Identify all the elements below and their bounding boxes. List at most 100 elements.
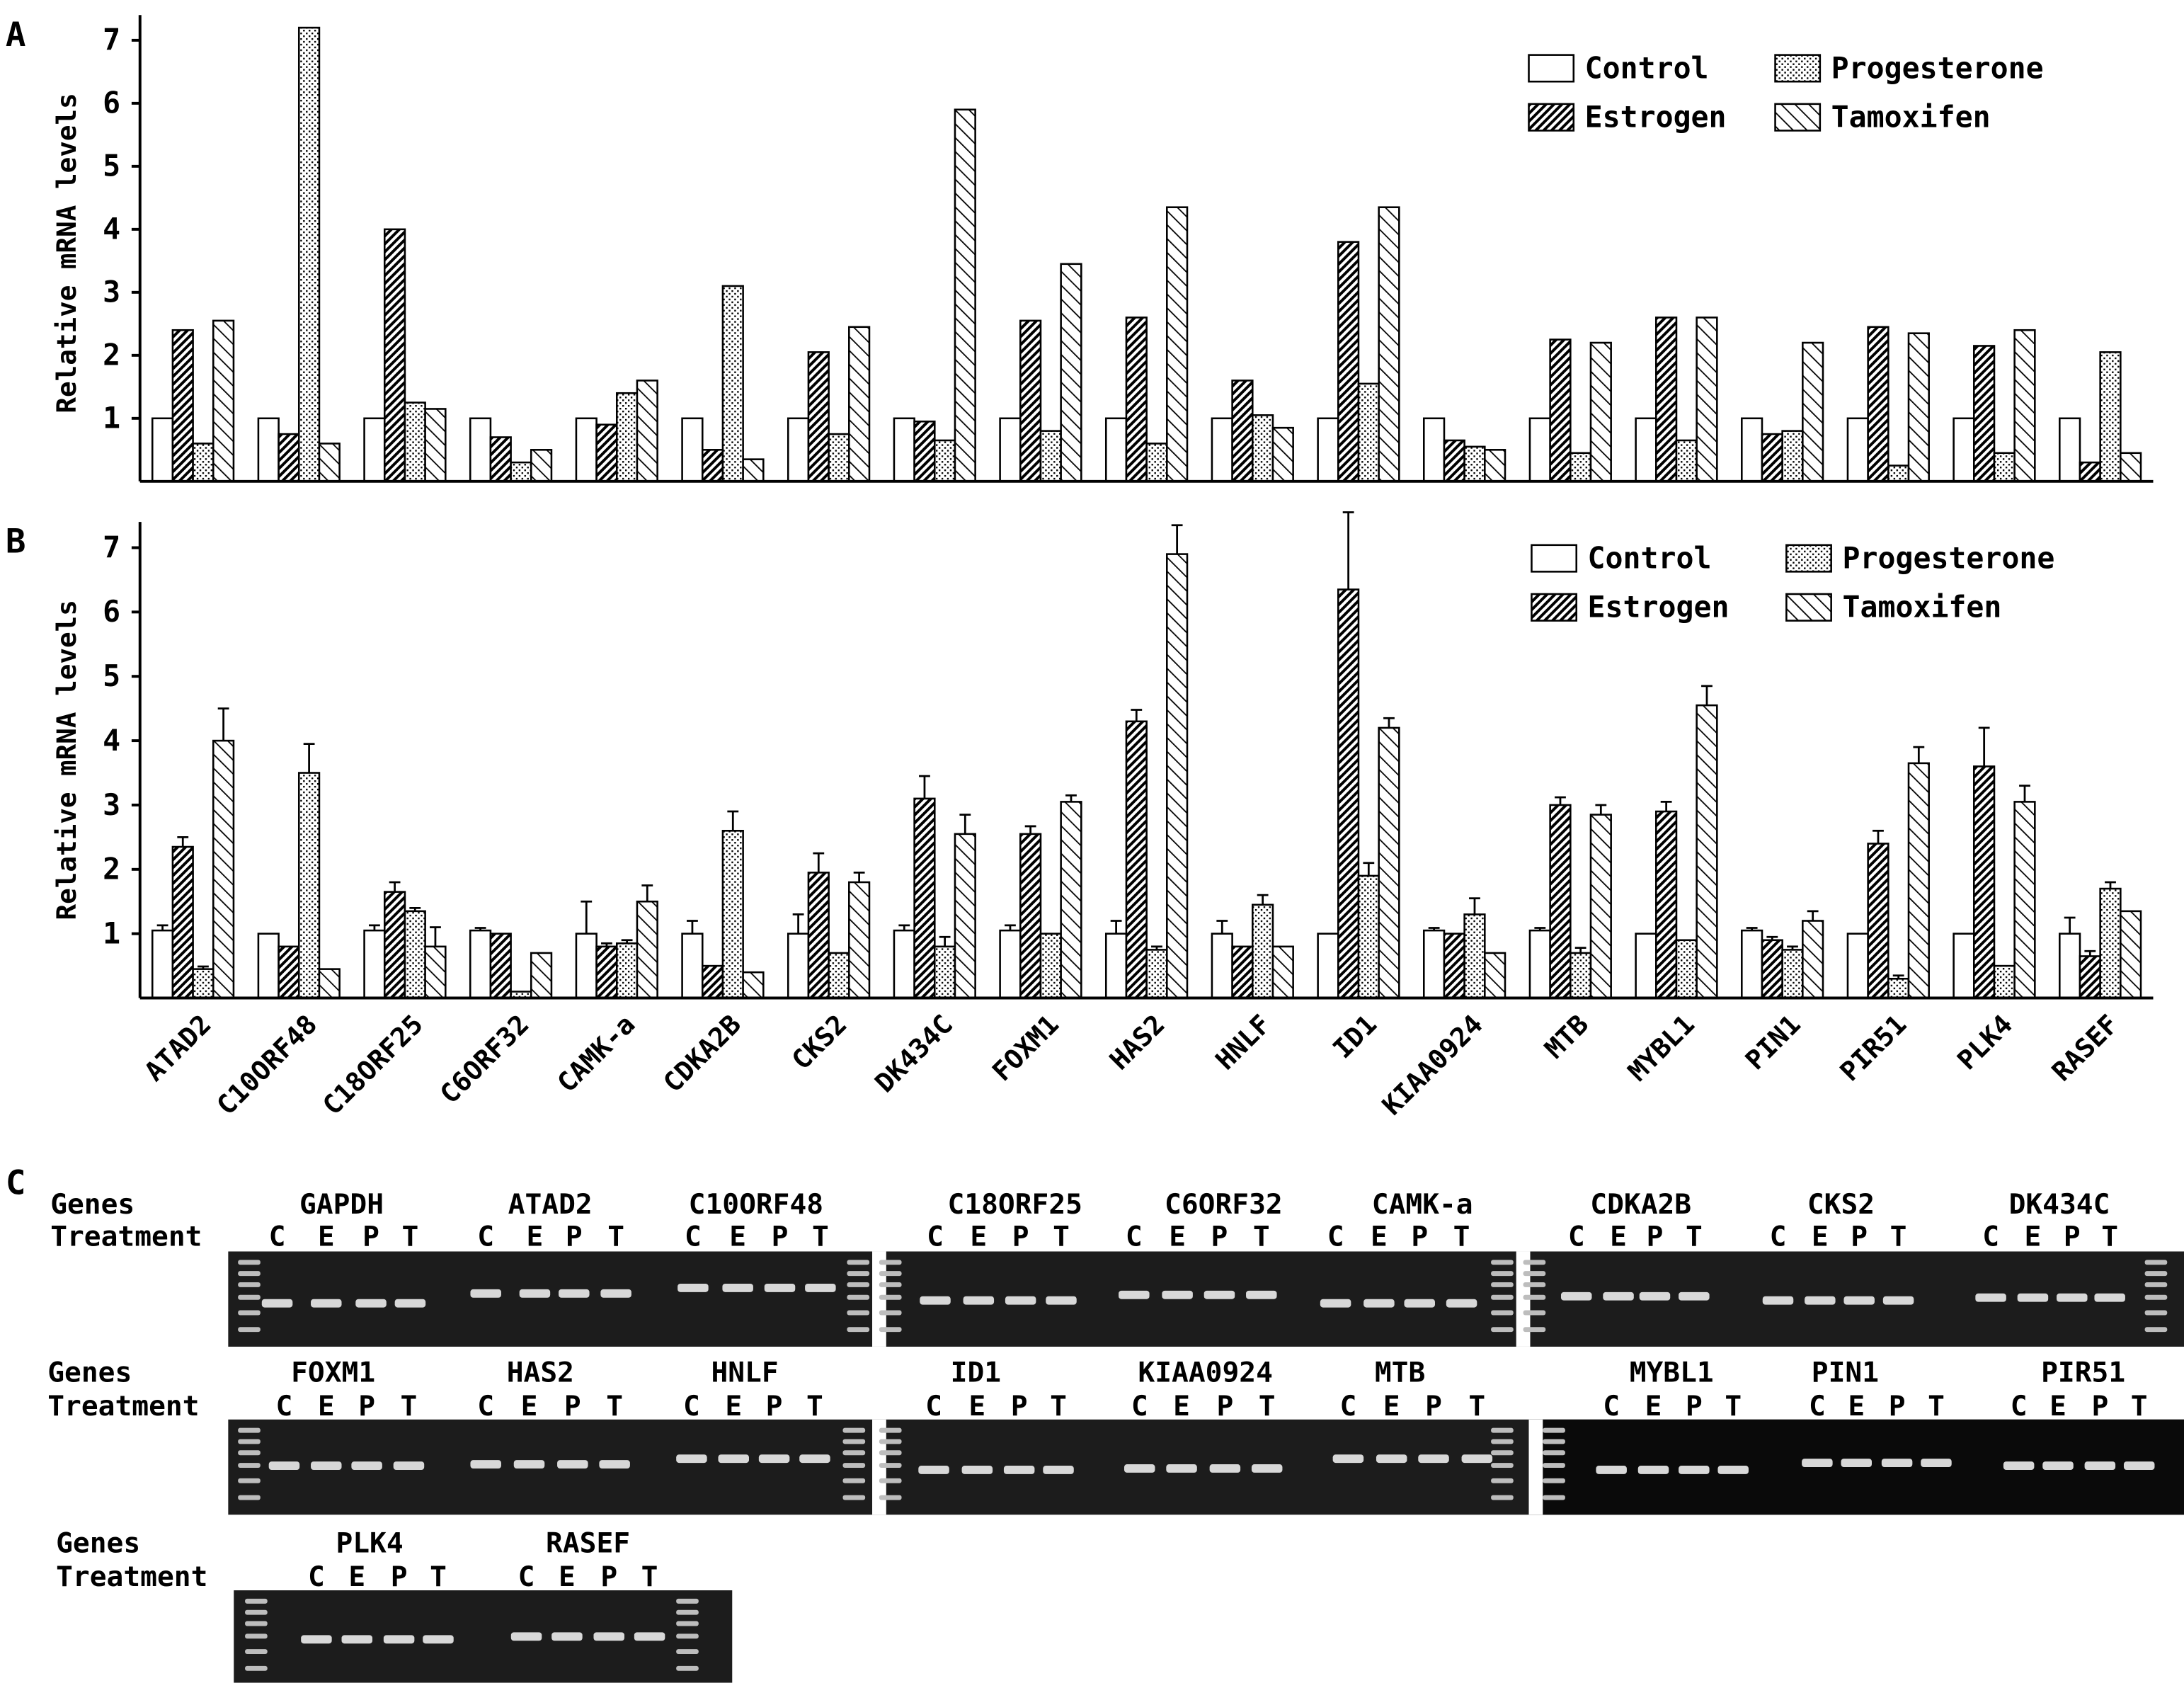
ladder-band [245, 1633, 268, 1639]
gel-band-camk-a-e [1363, 1299, 1395, 1308]
gel-band-kiaa0924-p [1209, 1464, 1241, 1473]
gel-gene-camk-a: CAMK-a C E P T [1320, 1188, 1477, 1308]
ladder-lane [1491, 1260, 1514, 1333]
gel-band-camk-a-t [1446, 1299, 1477, 1308]
gel-gene-atad2: ATAD2 C E P T [470, 1188, 631, 1298]
bar-a-id1-control [1317, 417, 1339, 483]
bar-a-dk434c-progesterone [933, 439, 956, 483]
lane-label-mtb-t: T [1468, 1390, 1485, 1422]
lane-label-gapdh-t: T [402, 1221, 419, 1253]
gel-band-dk434c-p [2057, 1293, 2088, 1302]
lane-label-foxm1-t: T [401, 1390, 418, 1422]
lane-label-gapdh-c: C [269, 1221, 286, 1253]
lane-label-camk-a-p: P [1411, 1221, 1428, 1253]
error-bar-b-mybl1-estrogen [1660, 801, 1672, 812]
lane-label-foxm1-e: E [318, 1390, 335, 1422]
bar-a-rasef-control [2059, 417, 2081, 483]
gel-band-gapdh-p [355, 1299, 387, 1308]
gel-band-cdka2b-p [1639, 1291, 1671, 1301]
bar-b-plk4-estrogen [1973, 765, 1996, 999]
bar-a-pir51-progesterone [1887, 464, 1910, 483]
gel-band-mybl1-e [1637, 1466, 1669, 1474]
lane-label-foxm1-c: C [276, 1390, 293, 1422]
lane-label-c10orf48-p: P [772, 1221, 789, 1253]
legend-item-b-control: Control [1531, 540, 1712, 575]
bar-b-c18orf25-estrogen [383, 891, 406, 999]
ladder-band [879, 1427, 902, 1433]
legend-label-a-progesterone: Progesterone [1831, 50, 2044, 85]
error-bar-b-plk4-estrogen [1978, 726, 1990, 767]
x-tick-label-plk4: PLK4 [1951, 1008, 2018, 1076]
gel-gene-label-plk4: PLK4 [336, 1527, 403, 1560]
bar-a-cks2-control [787, 417, 810, 483]
gel-band-gapdh-t [394, 1299, 426, 1308]
gel-gene-label-cks2: CKS2 [1807, 1188, 1875, 1221]
gel-band-cks2-t [1882, 1296, 1914, 1305]
gel-band-c18orf25-p [1005, 1296, 1036, 1305]
ladder-band [1491, 1463, 1514, 1469]
bar-b-c10orf48-estrogen [278, 945, 300, 999]
gel-band-mybl1-p [1679, 1466, 1710, 1474]
gel-gene-label-kiaa0924: KIAA0924 [1138, 1356, 1272, 1388]
bar-a-dk434c-control [893, 417, 915, 483]
error-bar-b-kiaa0924-progesterone [1469, 897, 1480, 915]
bar-b-mybl1-control [1635, 933, 1657, 999]
gel-band-cks2-e [1805, 1296, 1836, 1305]
bar-b-atad2-progesterone [192, 968, 215, 999]
gel-band-has2-e [513, 1460, 545, 1469]
gel-gene-mtb: MTB C E P T [1332, 1356, 1493, 1464]
bar-a-has2-estrogen [1125, 316, 1148, 483]
bar-b-c10orf48-control [257, 933, 280, 999]
error-bar-b-has2-progesterone [1151, 945, 1162, 950]
bar-b-id1-tamoxifen [1378, 726, 1400, 999]
error-bar-b-cks2-estrogen [813, 852, 825, 873]
legend-label-a-tamoxifen: Tamoxifen [1831, 99, 1991, 134]
bar-a-c18orf25-progesterone [404, 401, 426, 483]
bar-b-plk4-tamoxifen [2013, 801, 2036, 999]
bar-b-pir51-estrogen [1867, 843, 1889, 999]
legend-swatch-a-progesterone [1774, 54, 1822, 83]
bar-a-cdka2b-progesterone [721, 285, 744, 483]
gel-gene-has2: HAS2 C E P T [470, 1356, 630, 1469]
x-tick-label-c18orf25: C18ORF25 [316, 1008, 429, 1121]
bar-b-rasef-progesterone [2099, 887, 2122, 999]
lane-label-mybl1-e: E [1645, 1390, 1662, 1422]
error-bar-b-id1-tamoxifen [1383, 717, 1395, 728]
lane-label-pir51-t: T [2131, 1390, 2148, 1422]
bar-b-cks2-estrogen [807, 872, 830, 999]
gel-band-camk-a-c [1320, 1299, 1351, 1308]
bar-a-pin1-progesterone [1781, 430, 1804, 483]
gel-band-atad2-t [600, 1289, 631, 1298]
gel-band-kiaa0924-c [1124, 1464, 1155, 1473]
bar-a-kiaa0924-tamoxifen [1484, 449, 1506, 483]
ladder-band [1491, 1282, 1514, 1287]
legend-a: Control Estrogen Progesterone Tamoxifen [1528, 50, 2044, 134]
bar-a-kiaa0924-progesterone [1463, 445, 1486, 483]
lane-label-rasef-c: C [518, 1561, 535, 1593]
bar-b-pin1-control [1741, 929, 1763, 999]
lane-label-cks2-p: P [1851, 1221, 1868, 1253]
bar-b-c18orf25-tamoxifen [424, 945, 447, 999]
legend-label-b-estrogen: Estrogen [1588, 590, 1730, 625]
bar-a-dk434c-estrogen [913, 420, 936, 483]
error-bar-b-foxm1-control [1005, 924, 1016, 931]
ladder-band [1543, 1427, 1565, 1433]
bar-a-hnlf-control [1211, 417, 1233, 483]
gel-band-mtb-e [1376, 1454, 1407, 1464]
bar-b-foxm1-tamoxifen [1060, 801, 1082, 999]
error-bar-b-plk4-tamoxifen [2019, 785, 2030, 802]
y-axis-label-b: Relative mRNA levels [51, 600, 82, 920]
lane-label-plk4-e: E [348, 1561, 365, 1593]
gel-band-has2-c [470, 1460, 501, 1469]
bar-b-camk-a-progesterone [615, 942, 639, 999]
panel-label-a: A [6, 16, 26, 55]
ladder-band [238, 1463, 261, 1469]
ladder-band [238, 1495, 261, 1500]
bar-a-mybl1-tamoxifen [1696, 316, 1718, 483]
y-tick-label-a-2: 2 [103, 338, 120, 372]
ladder-band [238, 1310, 261, 1316]
ladder-lane [847, 1260, 870, 1333]
gel-gene-pir51: PIR51 C E P T [2003, 1356, 2155, 1470]
